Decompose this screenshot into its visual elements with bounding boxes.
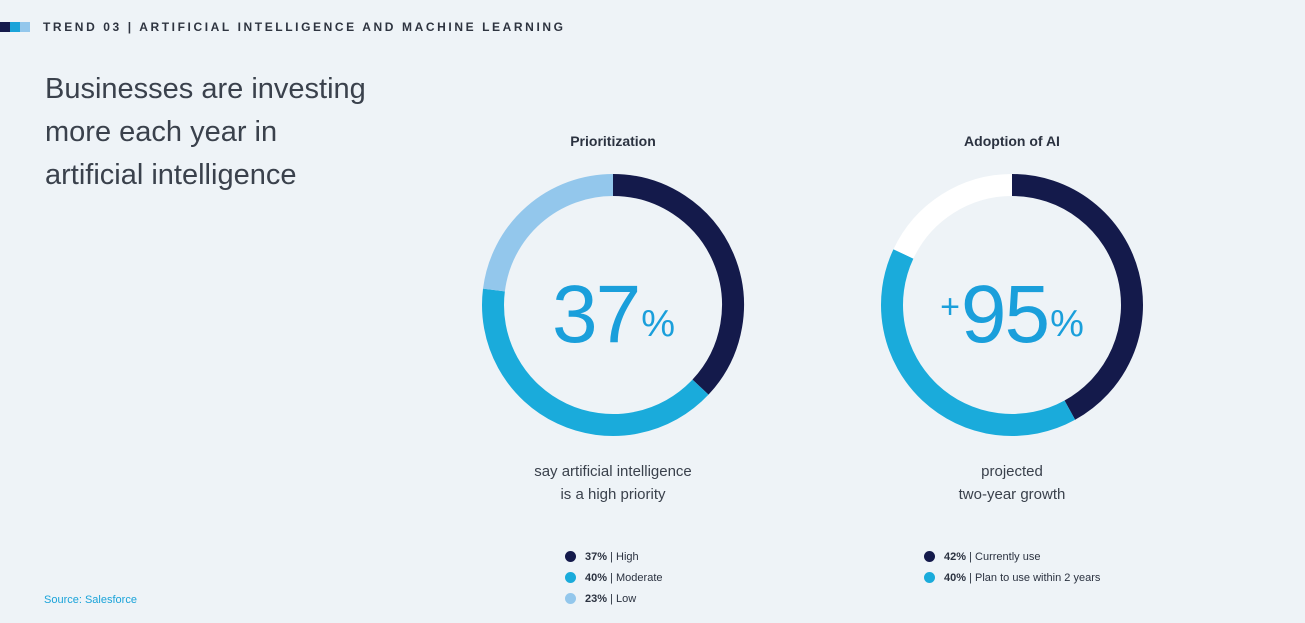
adoption-center-suffix: % bbox=[1050, 303, 1084, 345]
prioritization-panel: Prioritization 37% say artificial intell… bbox=[463, 126, 763, 609]
legend-item-plan-to-use: 40% | Plan to use within 2 years bbox=[924, 567, 1162, 588]
adoption-center-number: 95 bbox=[960, 269, 1050, 360]
headline-line-3: artificial intelligence bbox=[45, 159, 297, 191]
donut-segment-1-1 bbox=[881, 249, 1076, 436]
legend-pct-plan-to-use: 40% bbox=[944, 571, 967, 584]
prioritization-title: Prioritization bbox=[570, 133, 656, 149]
legend-dot-low bbox=[565, 593, 576, 604]
trend-header: TREND 03 | ARTIFICIAL INTELLIGENCE AND M… bbox=[0, 20, 566, 34]
donut-segment-1-0 bbox=[1011, 174, 1143, 420]
legend-label-moderate: Moderate bbox=[616, 571, 663, 584]
adoption-caption: projected two-year growth bbox=[862, 460, 1162, 506]
legend-dot-currently-use bbox=[924, 551, 935, 562]
legend-item-low: 23% | Low bbox=[565, 588, 763, 609]
adoption-center-prefix: + bbox=[940, 288, 960, 326]
prioritization-center-number: 37 bbox=[551, 269, 641, 360]
prioritization-caption: say artificial intelligence is a high pr… bbox=[463, 460, 763, 506]
prioritization-center-suffix: % bbox=[641, 303, 675, 345]
legend-label-currently-use: Currently use bbox=[975, 550, 1041, 563]
headline-line-1: Businesses are investing bbox=[45, 73, 366, 105]
adoption-caption-line-1: projected bbox=[981, 463, 1043, 480]
adoption-title: Adoption of AI bbox=[964, 133, 1060, 149]
prioritization-donut-svg bbox=[482, 174, 744, 436]
legend-dot-plan-to-use bbox=[924, 572, 935, 583]
donut-segment-0-1 bbox=[482, 288, 709, 436]
headline-line-2: more each year in bbox=[45, 116, 278, 148]
prioritization-caption-line-1: say artificial intelligence bbox=[534, 463, 692, 480]
source-note: Source: Salesforce bbox=[44, 594, 137, 606]
prioritization-caption-line-2: is a high priority bbox=[560, 486, 666, 503]
legend-dot-high bbox=[565, 551, 576, 562]
donut-segment-1-2 bbox=[893, 174, 1013, 259]
legend-label-low: Low bbox=[616, 592, 637, 605]
headline: Businesses are investing more each year … bbox=[45, 68, 405, 197]
adoption-legend: 42% | Currently use 40% | Plan to use wi… bbox=[924, 546, 1162, 588]
legend-pct-moderate: 40% bbox=[585, 571, 608, 584]
header-color-bars bbox=[0, 22, 30, 32]
prioritization-donut: 37% bbox=[480, 172, 746, 438]
legend-item-moderate: 40% | Moderate bbox=[565, 567, 763, 588]
adoption-panel: Adoption of AI +95% projected two-year g… bbox=[862, 126, 1162, 588]
legend-item-high: 37% | High bbox=[565, 546, 763, 567]
donut-segment-0-2 bbox=[483, 174, 614, 292]
prioritization-center-value: 37% bbox=[480, 267, 746, 378]
adoption-donut: +95% bbox=[879, 172, 1145, 438]
legend-pct-currently-use: 42% bbox=[944, 550, 967, 563]
adoption-center-value: +95% bbox=[879, 267, 1145, 378]
prioritization-legend: 37% | High 40% | Moderate 23% | Low bbox=[565, 546, 763, 609]
legend-label-high: High bbox=[616, 550, 639, 563]
legend-label-plan-to-use: Plan to use within 2 years bbox=[975, 571, 1101, 584]
donut-segment-0-0 bbox=[612, 174, 744, 395]
legend-dot-moderate bbox=[565, 572, 576, 583]
legend-item-currently-use: 42% | Currently use bbox=[924, 546, 1162, 567]
adoption-donut-svg bbox=[881, 174, 1143, 436]
header-bar-light bbox=[20, 22, 30, 32]
trend-header-label: TREND 03 | ARTIFICIAL INTELLIGENCE AND M… bbox=[43, 20, 566, 34]
header-bar-blue bbox=[10, 22, 20, 32]
adoption-caption-line-2: two-year growth bbox=[958, 486, 1066, 503]
header-bar-navy bbox=[0, 22, 10, 32]
legend-pct-high: 37% bbox=[585, 550, 608, 563]
legend-pct-low: 23% bbox=[585, 592, 608, 605]
